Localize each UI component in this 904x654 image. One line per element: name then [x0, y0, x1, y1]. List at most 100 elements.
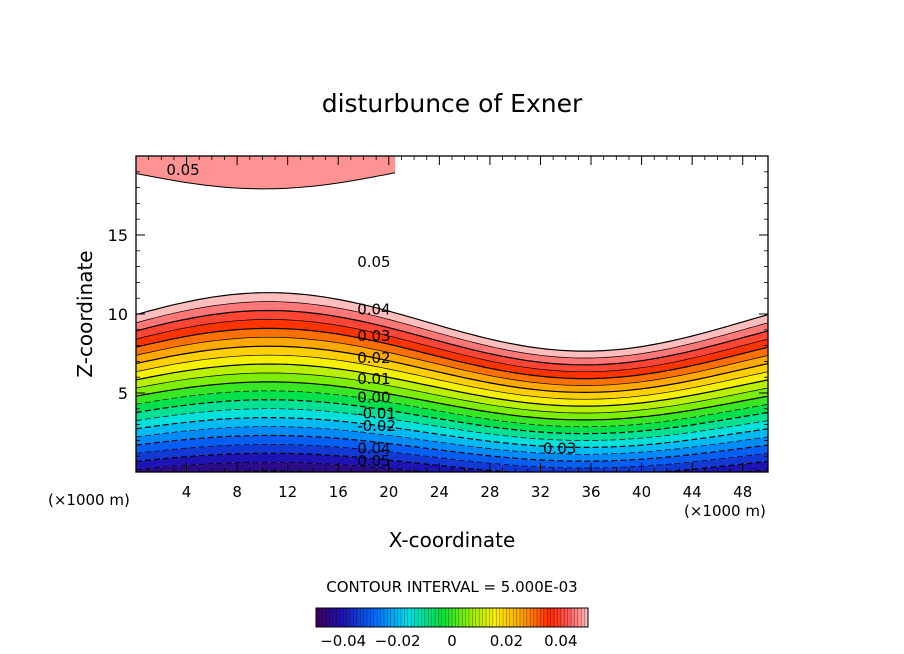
contour-level-label: 0.01: [357, 370, 390, 388]
colorbar-segment: [526, 608, 531, 627]
colorbar-segment: [462, 608, 466, 627]
contour-level-label: 0.05: [357, 452, 390, 470]
x-tick-label: 20: [379, 483, 398, 501]
contour-band: [136, 462, 768, 472]
colorbar-segment: [496, 608, 500, 627]
colorbar-segment: [499, 608, 504, 627]
colorbar-segment: [448, 608, 453, 627]
colorbar-segment: [373, 608, 378, 627]
contour-level-label: -0.02: [357, 417, 396, 435]
upper-contour-band: [136, 156, 396, 189]
colorbar-segment: [530, 608, 534, 627]
contour-line-layer: [136, 172, 768, 472]
colorbar-segment: [418, 608, 422, 627]
contour-line: [136, 292, 768, 352]
x-tick-label: 32: [531, 483, 550, 501]
colorbar-segment: [489, 608, 494, 627]
contour-line: [136, 444, 768, 469]
colorbar-segment: [339, 608, 344, 627]
colorbar-segment: [506, 608, 511, 627]
colorbar-segment: [543, 608, 548, 627]
colorbar-segment: [533, 608, 538, 627]
colorbar-segment: [479, 608, 483, 627]
contour-line: [136, 327, 768, 380]
x-tick-label: 28: [480, 483, 499, 501]
contour-interval-label: CONTOUR INTERVAL = 5.000E-03: [326, 578, 577, 596]
contour-line: [136, 336, 768, 386]
y-tick-label: 10: [108, 305, 128, 324]
x-axis-ticks: 4 8 12 16 20 24 28 32 36 40 44 48: [148, 156, 756, 501]
x-tick-label: 36: [581, 483, 600, 501]
colorbar-segment: [333, 608, 337, 627]
x-tick-label: 12: [278, 483, 297, 501]
colorbar-segment: [390, 608, 395, 627]
contour-line: [136, 390, 768, 428]
colorbar-segment: [336, 608, 341, 627]
x-unit-label-right: (×1000 m): [684, 502, 766, 520]
contour-line: [136, 372, 768, 414]
colorbar-segment: [394, 608, 398, 627]
colorbar-segment: [574, 608, 579, 627]
contour-line: [136, 301, 768, 359]
colorbar-segment: [435, 608, 439, 627]
contour-level-label: 0.02: [357, 349, 390, 367]
chart-title: disturbunce of Exner: [322, 89, 583, 118]
contour-level-label: 0.04: [357, 300, 390, 318]
x-unit-label-left: (×1000 m): [48, 491, 130, 509]
colorbar-segment: [520, 608, 524, 627]
colorbar-segment: [465, 608, 470, 627]
colorbar-segment: [363, 608, 368, 627]
contour-band: [136, 444, 768, 472]
colorbar-frame: [315, 607, 589, 628]
colorbar-segment: [431, 608, 436, 627]
colorbar-segment: [577, 608, 582, 627]
colorbar-segment: [353, 608, 358, 627]
colorbar-segment: [380, 608, 385, 627]
colorbar-segment: [411, 608, 415, 627]
colorbar-segment: [584, 608, 589, 627]
colorbar-segment: [329, 608, 334, 627]
colorbar-segment: [414, 608, 419, 627]
colorbar-segment: [343, 608, 347, 627]
contour-band: [224, 471, 313, 472]
colorbar-segment: [486, 608, 490, 627]
y-tick-label: 15: [108, 226, 128, 245]
colorbar-segment: [458, 608, 463, 627]
colorbar-segment: [384, 608, 388, 627]
colorbar-segment: [356, 608, 361, 627]
colorbar-segment: [397, 608, 402, 627]
colorbar: [315, 608, 589, 627]
contour-level-label: 0.03: [543, 439, 576, 457]
contour-line: [136, 363, 768, 407]
contour-line: [136, 345, 768, 394]
y-tick-label: 5: [118, 384, 128, 403]
y-axis-ticks: 5 10 15: [108, 171, 768, 457]
contour-level-label: 0.03: [357, 327, 390, 345]
contour-level-label: 0.05: [166, 161, 199, 179]
colorbar-segment: [360, 608, 364, 627]
colorbar-tick-label: 0: [447, 632, 457, 650]
colorbar-segment: [428, 608, 432, 627]
colorbar-segment: [537, 608, 541, 627]
colorbar-tick-label: −0.04: [320, 632, 366, 650]
x-tick-label: 44: [683, 483, 702, 501]
colorbar-segment: [438, 608, 443, 627]
colorbar-segment: [326, 608, 330, 627]
contour-line: [136, 452, 768, 472]
colorbar-segment: [377, 608, 381, 627]
colorbar-segment: [567, 608, 572, 627]
x-tick-label: 4: [182, 483, 192, 501]
colorbar-segment: [424, 608, 429, 627]
colorbar-segment: [401, 608, 405, 627]
colorbar-segment: [557, 608, 562, 627]
colorbar-segment: [404, 608, 409, 627]
colorbar-segment: [316, 608, 320, 627]
colorbar-segment: [455, 608, 460, 627]
colorbar-segment: [523, 608, 528, 627]
colorbar-segment: [441, 608, 446, 627]
x-tick-label: 16: [329, 483, 348, 501]
colorbar-segment: [350, 608, 354, 627]
colorbar-segment: [387, 608, 392, 627]
colorbar-segment: [475, 608, 480, 627]
